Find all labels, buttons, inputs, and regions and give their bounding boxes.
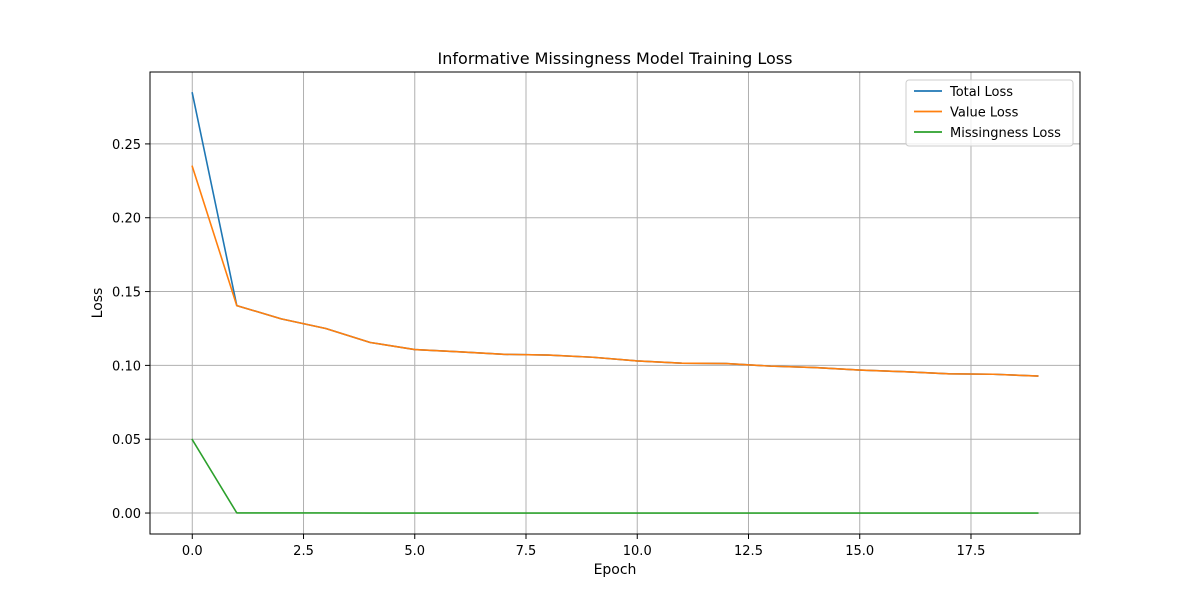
x-tick-label: 0.0 [182,544,203,559]
x-tick-label: 5.0 [404,544,425,559]
chart-title: Informative Missingness Model Training L… [438,49,793,68]
y-tick-label: 0.25 [112,138,141,153]
legend-label-value-loss: Value Loss [950,106,1019,121]
x-tick-label: 2.5 [293,544,314,559]
series-layer [191,92,1039,514]
y-tick-label: 0.20 [112,212,141,227]
x-tick-label: 12.5 [734,544,763,559]
y-tick-label: 0.00 [112,507,141,522]
legend: Total Loss Value Loss Missingness Loss [905,79,1074,147]
series-line-missingness-loss [191,438,1039,514]
x-axis-label: Epoch [594,562,637,578]
y-tick-label: 0.10 [112,359,141,374]
y-axis-label: Loss [90,288,106,319]
x-tick-label: 7.5 [516,544,537,559]
legend-box [905,79,1074,147]
x-tick-label: 17.5 [957,544,986,559]
plot-frame [149,71,1081,535]
y-tick-label: 0.05 [112,433,141,448]
tick-layer: 0.0 2.5 5.0 7.5 10.0 12.5 15.0 17.5 0.00 0.05 0.10… [112,138,985,559]
x-tick-label: 10.0 [623,544,652,559]
legend-label-missingness-loss: Missingness Loss [950,126,1061,141]
legend-label-total-loss: Total Loss [949,85,1013,100]
x-tick-label: 15.0 [845,544,874,559]
y-tick-label: 0.15 [112,286,141,301]
series-line-value-loss [191,165,1039,377]
